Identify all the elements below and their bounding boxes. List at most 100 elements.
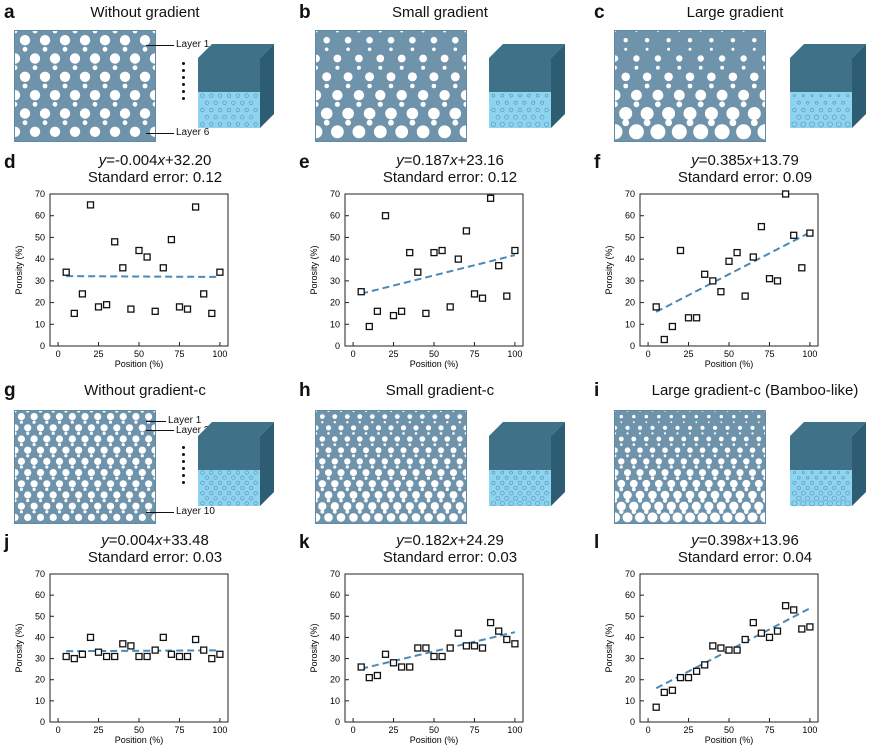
- panel-letter: c: [594, 2, 605, 23]
- data-point: [660, 335, 668, 344]
- scatter-plot: 0 10 20 30 40 50 60 70 0 25 50 75 100 Position (%) Por…: [604, 189, 819, 369]
- y-tick-label: 0: [630, 717, 635, 727]
- data-point: [470, 290, 479, 298]
- data-point: [159, 264, 167, 272]
- panel-letter: a: [4, 2, 15, 23]
- data-point: [127, 305, 135, 313]
- lattice-image: [14, 30, 156, 142]
- y-tick-label: 50: [625, 611, 635, 621]
- data-point: [135, 246, 143, 255]
- y-tick-label: 10: [35, 696, 45, 706]
- data-point: [62, 652, 70, 661]
- data-point: [78, 290, 87, 298]
- fit-equation: y=0.385x+13.79 Standard error: 0.09: [677, 152, 813, 186]
- data-point: [127, 642, 135, 650]
- y-tick-label: 70: [330, 189, 340, 199]
- fit-line: [655, 231, 811, 313]
- y-tick-label: 10: [625, 319, 635, 329]
- data-point: [511, 640, 519, 648]
- data-point: [159, 633, 167, 642]
- chart-k: k y=0.182x+24.29 Standard error: 0.03 0 1…: [295, 528, 585, 752]
- data-point: [365, 322, 373, 331]
- data-point: [495, 262, 503, 270]
- y-tick-label: 40: [330, 632, 340, 642]
- standard-error: Standard error: 0.12: [382, 169, 518, 186]
- fit-line: [360, 254, 516, 295]
- standard-error: Standard error: 0.12: [87, 169, 223, 186]
- x-tick-label: 25: [684, 349, 694, 359]
- data-point: [741, 292, 749, 300]
- x-tick-label: 25: [389, 725, 399, 735]
- y-tick-label: 50: [35, 232, 45, 242]
- y-tick-label: 30: [330, 654, 340, 664]
- x-tick-label: 100: [507, 349, 522, 359]
- scatter-plot: 0 10 20 30 40 50 60 70 0 25 50 75 100 Position (%) Por…: [604, 569, 819, 745]
- data-point: [151, 307, 159, 315]
- data-point: [486, 194, 495, 202]
- y-tick-label: 20: [625, 298, 635, 308]
- data-point: [709, 642, 717, 650]
- data-point: [438, 652, 446, 661]
- y-tick-label: 20: [330, 675, 340, 685]
- layer-1-label: Layer 1: [176, 39, 210, 50]
- data-point: [119, 640, 127, 648]
- y-tick-label: 50: [625, 232, 635, 242]
- data-point: [167, 235, 176, 244]
- data-point: [717, 644, 725, 652]
- data-point: [790, 606, 798, 614]
- data-point: [208, 654, 216, 663]
- data-point: [676, 246, 685, 255]
- data-point: [430, 652, 438, 661]
- data-point: [208, 309, 216, 318]
- data-point: [709, 277, 717, 285]
- y-tick-label: 10: [625, 696, 635, 706]
- data-point: [462, 227, 471, 235]
- x-axis-label: Position (%): [115, 359, 164, 369]
- lattice-image: [315, 30, 467, 142]
- x-tick-label: 25: [94, 349, 104, 359]
- data-point: [454, 629, 462, 637]
- data-point: [183, 652, 192, 661]
- fit-line: [66, 649, 220, 653]
- layer-1-label: Layer 1: [168, 415, 202, 426]
- chart-j: j y=0.004x+33.48 Standard error: 0.03 0 1…: [0, 528, 290, 752]
- data-point: [406, 248, 414, 257]
- y-tick-label: 10: [330, 696, 340, 706]
- x-tick-label: 25: [684, 725, 694, 735]
- x-axis-label: Position (%): [115, 735, 164, 745]
- data-point: [652, 703, 660, 711]
- ellipsis-dots: [182, 62, 186, 104]
- data-point: [470, 642, 479, 650]
- x-axis-label: Position (%): [705, 359, 754, 369]
- y-tick-label: 70: [625, 569, 635, 579]
- data-point: [70, 654, 78, 663]
- lattice-image: [14, 410, 156, 524]
- standard-error: Standard error: 0.03: [382, 549, 518, 566]
- panel-title: Large gradient: [686, 4, 784, 21]
- data-point: [495, 627, 503, 635]
- y-tick-label: 40: [625, 254, 635, 264]
- y-tick-label: 70: [35, 569, 45, 579]
- data-point: [446, 303, 454, 311]
- panel-letter: e: [299, 152, 310, 173]
- data-point: [191, 635, 200, 644]
- x-tick-label: 75: [764, 725, 774, 735]
- y-tick-label: 10: [35, 319, 45, 329]
- fit-equation: y=0.398x+13.96 Standard error: 0.04: [677, 532, 813, 566]
- y-tick-label: 40: [625, 632, 635, 642]
- data-point: [94, 303, 103, 311]
- cube-icon: [198, 44, 274, 128]
- x-tick-label: 50: [134, 349, 144, 359]
- y-tick-label: 0: [335, 717, 340, 727]
- x-tick-label: 0: [351, 349, 356, 359]
- data-point: [668, 686, 677, 694]
- fit-equation: y=-0.004x+32.20 Standard error: 0.12: [87, 152, 223, 186]
- x-tick-label: 75: [764, 349, 774, 359]
- data-point: [798, 625, 806, 633]
- fit-line: [360, 631, 516, 670]
- data-point: [668, 322, 677, 331]
- panel-letter: f: [594, 152, 601, 173]
- data-point: [660, 688, 668, 697]
- y-tick-label: 30: [625, 276, 635, 286]
- data-point: [191, 203, 200, 211]
